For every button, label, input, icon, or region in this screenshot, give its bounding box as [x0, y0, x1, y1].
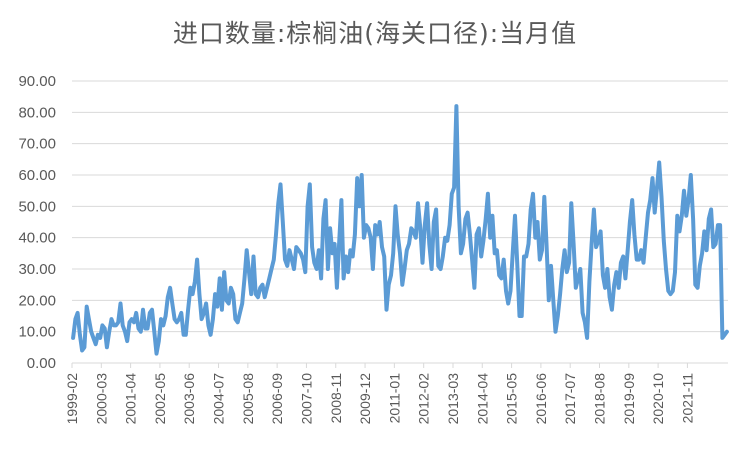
y-tick-label: 60.00 — [18, 167, 56, 184]
x-axis: 1999-02 2000-03 2001-04 2002-05 2003-06 2004-… — [64, 362, 728, 425]
x-tick-label: 2003-06 — [181, 373, 197, 425]
x-tick-label: 2002-05 — [152, 373, 168, 425]
x-tick-label: 2018-08 — [592, 373, 608, 425]
x-tick-label: 2004-07 — [211, 373, 227, 425]
x-tick-label: 2015-05 — [504, 373, 520, 425]
x-tick-label: 2000-03 — [93, 373, 109, 425]
y-tick-label: 10.00 — [18, 324, 56, 341]
data-series-line — [71, 104, 729, 356]
x-tick-label: 2006-09 — [269, 373, 285, 425]
y-tick-label: 0.00 — [27, 355, 56, 372]
x-tick-label: 2008-11 — [328, 373, 344, 424]
x-tick-label: 2013-03 — [445, 373, 461, 425]
x-tick-label: 2016-06 — [533, 373, 549, 425]
y-axis: 0.00 10.00 20.00 30.00 40.00 50.00 60.00 70.00 8… — [18, 73, 56, 372]
y-tick-label: 70.00 — [18, 136, 56, 153]
x-tick-label: 2007-10 — [298, 373, 314, 425]
y-tick-label: 50.00 — [18, 198, 56, 215]
x-tick-label: 2020-10 — [650, 373, 666, 425]
y-tick-label: 20.00 — [18, 292, 56, 309]
y-tick-label: 90.00 — [18, 73, 56, 90]
x-tick-label: 2009-12 — [357, 373, 373, 425]
x-tick-label: 2019-09 — [621, 373, 637, 425]
x-tick-label: 2014-04 — [474, 373, 490, 425]
x-tick-label: 2012-02 — [416, 373, 432, 425]
y-tick-label: 80.00 — [18, 104, 56, 121]
x-tick-label: 2001-04 — [123, 373, 139, 425]
x-tick-label: 2017-07 — [562, 373, 578, 425]
y-tick-label: 30.00 — [18, 261, 56, 278]
x-tick-label: 2011-01 — [386, 373, 402, 424]
chart-title: 进口数量:棕榈油(海关口径):当月值 — [172, 19, 578, 48]
y-tick-label: 40.00 — [18, 230, 56, 247]
x-tick-label: 2005-08 — [240, 373, 256, 425]
x-tick-label: 1999-02 — [64, 373, 80, 425]
x-tick-label: 2021-11 — [679, 373, 695, 424]
